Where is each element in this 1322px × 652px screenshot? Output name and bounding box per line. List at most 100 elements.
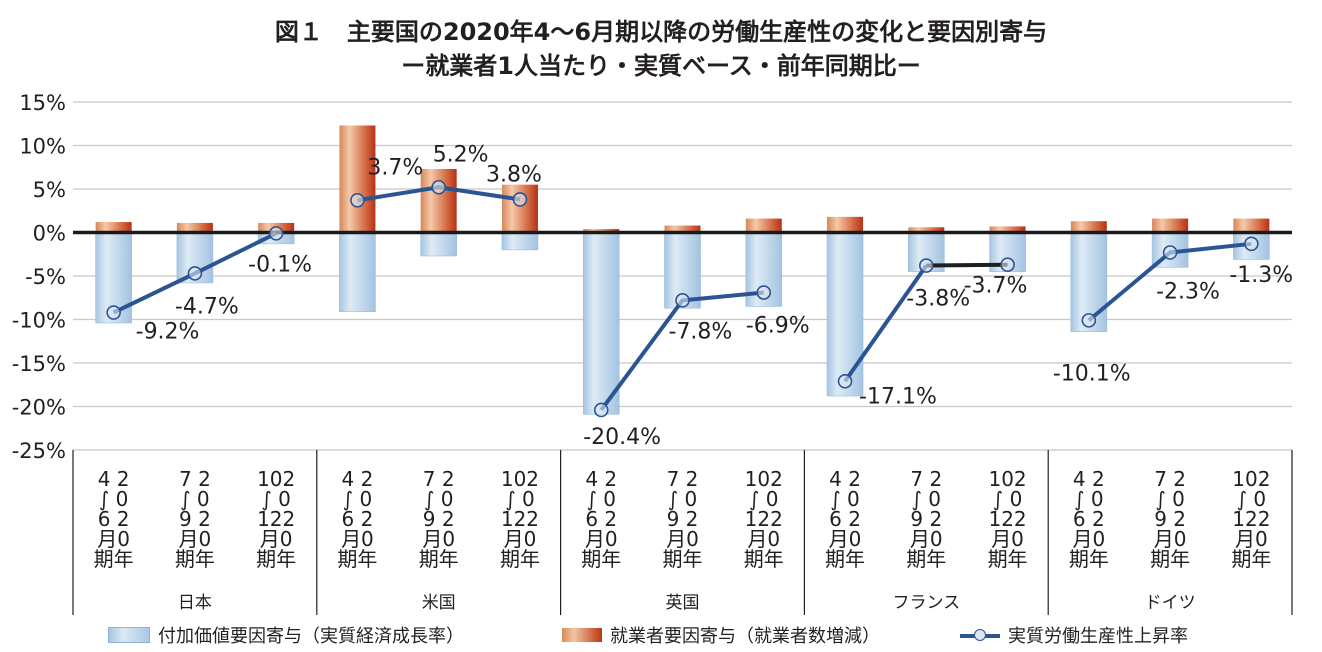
y-tick-label: 15% <box>19 91 66 115</box>
y-tick-label: 10% <box>19 135 66 159</box>
productivity-data-label: -0.1% <box>248 252 312 277</box>
x-tick-label: 7 2 <box>667 467 699 491</box>
productivity-data-label: 3.8% <box>486 162 542 187</box>
y-tick-label: -15% <box>12 352 66 376</box>
productivity-point <box>268 226 284 241</box>
productivity-line-segment <box>843 264 928 383</box>
employment-bar <box>745 218 782 233</box>
productivity-data-label: -10.1% <box>1053 361 1131 386</box>
employment-bar <box>827 216 864 233</box>
y-tick-label: 5% <box>33 178 66 202</box>
x-tick-label: 期年 <box>988 547 1028 571</box>
x-tick-label: 7 2 <box>423 467 455 491</box>
x-tick-label: 月0 <box>341 527 374 551</box>
x-tick-label: 4 2 <box>829 467 861 491</box>
productivity-data-label: -7.8% <box>669 319 733 344</box>
legend-label: 付加価値要因寄与（実質経済成長率） <box>158 626 464 647</box>
productivity-line <box>599 290 764 412</box>
x-tick-label: 122 <box>257 507 295 531</box>
x-tick-label: 7 2 <box>1154 467 1186 491</box>
x-tick-label: 期年 <box>663 547 703 571</box>
x-tick-label: 6 2 <box>829 507 861 531</box>
x-tick-label: 期年 <box>94 547 134 571</box>
value-added-bar <box>826 232 864 397</box>
productivity-line-segment <box>926 262 1008 268</box>
x-tick-label: 4 2 <box>342 467 374 491</box>
productivity-point <box>106 305 121 320</box>
productivity-point <box>675 293 690 308</box>
productivity-point <box>1000 257 1015 272</box>
x-tick-label: 122 <box>745 507 783 531</box>
x-tick-label: 期年 <box>581 547 621 571</box>
value-added-bar <box>582 232 620 415</box>
x-tick-label: 9 2 <box>423 507 455 531</box>
x-tick-label: 9 2 <box>1154 507 1186 531</box>
legend-label: 実質労働生産性上昇率 <box>1008 626 1188 647</box>
productivity-data-label: -1.3% <box>1229 263 1293 288</box>
x-tick-label: 9 2 <box>667 507 699 531</box>
x-tick-label: 期年 <box>500 547 540 571</box>
x-tick-label: 月0 <box>747 527 780 551</box>
orange-bar-swatch-icon <box>562 628 602 642</box>
employment-bar <box>1070 221 1107 233</box>
chart-plot: 15% 10% 5% 0% -5% -10% -15% -20% -25% -9.2%-4.7%… <box>12 91 1293 615</box>
productivity-data-label: -3.7% <box>964 274 1028 299</box>
employment-bar <box>1152 218 1189 233</box>
x-tick-label: ∫ 0 <box>1074 487 1104 511</box>
productivity-data-label: -20.4% <box>583 425 661 450</box>
value-added-bar <box>420 232 458 257</box>
x-tick-label: 102 <box>257 467 295 491</box>
x-tick-label: 4 2 <box>1073 467 1105 491</box>
x-tick-label: 期年 <box>256 547 296 571</box>
employment-bar <box>95 222 132 233</box>
productivity-point <box>512 192 528 207</box>
employment-bar <box>1233 218 1270 233</box>
chart-subtitle: ー就業者1人当たり・実質ベース・前年同期比ー <box>401 52 921 80</box>
x-tick-label: ∫ 0 <box>912 487 942 511</box>
x-tick-label: 期年 <box>1069 547 1109 571</box>
x-tick-label: 月0 <box>504 527 537 551</box>
y-tick-label: 0% <box>33 222 66 246</box>
x-tick-label: ∫ 0 <box>993 487 1023 511</box>
x-tick-label: 月0 <box>829 527 862 551</box>
chart-title: 図１ 主要国の2020年4〜6月期以降の労働生産性の変化と要因別寄与 <box>274 18 1048 46</box>
x-tick-label: 月0 <box>1235 527 1268 551</box>
x-tick-label: ∫ 0 <box>1155 487 1185 511</box>
x-tick-label: ∫ 0 <box>505 487 535 511</box>
x-tick-label: 7 2 <box>179 467 211 491</box>
productivity-data-label: -3.8% <box>906 287 970 312</box>
x-tick-label: 102 <box>745 467 783 491</box>
y-tick-label: -20% <box>12 396 66 420</box>
x-tick-label: 期年 <box>1231 547 1271 571</box>
x-tick-label: 6 2 <box>585 507 617 531</box>
employment-bar <box>339 125 376 233</box>
productivity-point <box>1244 236 1259 252</box>
x-tick-label: ∫ 0 <box>749 487 779 511</box>
x-tick-label: 期年 <box>744 547 784 571</box>
employment-bar <box>664 225 701 233</box>
x-tick-label: 月0 <box>260 527 293 551</box>
y-tick-label: -25% <box>12 439 66 463</box>
x-tick-label: 期年 <box>825 547 865 571</box>
group-label: 米国 <box>422 593 456 613</box>
x-tick-label: ∫ 0 <box>261 487 291 511</box>
x-tick-label: 102 <box>1232 467 1270 491</box>
blue-bar-swatch-icon <box>108 627 150 643</box>
productivity-data-label: -17.1% <box>859 384 937 409</box>
value-added-bar <box>501 232 539 251</box>
value-added-bar <box>339 232 376 312</box>
group-label: フランス <box>892 593 960 613</box>
x-tick-label: 4 2 <box>98 467 130 491</box>
employment-bar <box>176 222 213 233</box>
x-tick-label: 月0 <box>422 527 455 551</box>
productivity-point <box>187 266 203 281</box>
x-tick-label: 9 2 <box>910 507 942 531</box>
productivity-point <box>756 285 772 300</box>
x-tick-label: ∫ 0 <box>180 487 210 511</box>
productivity-point <box>918 258 934 273</box>
legend-item-value-added: 付加価値要因寄与（実質経済成長率） <box>108 622 464 648</box>
x-tick-label: ∫ 0 <box>668 487 698 511</box>
x-tick-label: 月0 <box>97 527 130 551</box>
y-tick-label: -5% <box>25 265 66 289</box>
x-tick-label: 6 2 <box>1073 507 1105 531</box>
